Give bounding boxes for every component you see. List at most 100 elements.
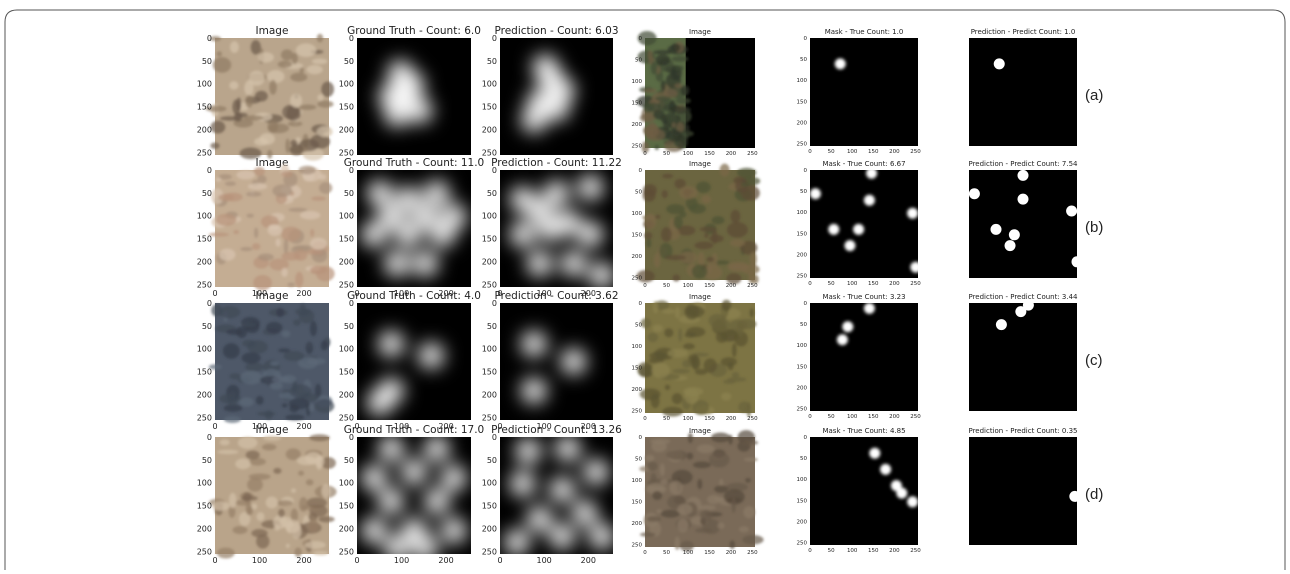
image-spot: [711, 432, 730, 442]
image-spot: [660, 463, 665, 476]
image-spot: [708, 261, 712, 274]
x-tick-label: 200: [889, 548, 900, 554]
image-spot: [236, 170, 255, 179]
x-tick-label: 100: [847, 281, 858, 287]
image-spot: [306, 65, 322, 74]
image-spot: [235, 459, 250, 470]
image-spot: [272, 377, 290, 383]
x-tick-label: 0: [808, 281, 812, 287]
image-spot: [281, 227, 300, 242]
y-tick-label: 200: [797, 519, 808, 525]
x-tick-label: 0: [643, 416, 647, 422]
x-tick-label: 0: [643, 283, 647, 289]
blob: [361, 465, 387, 491]
image-spot: [229, 493, 237, 509]
x-tick-label: 150: [704, 283, 715, 289]
row-label: (b): [1085, 219, 1103, 236]
x-tick-label: 100: [683, 283, 694, 289]
blob: [521, 107, 547, 133]
panel-title: Mask - True Count: 3.23: [822, 293, 905, 301]
image-spot: [313, 551, 328, 556]
y-tick-label: 100: [197, 212, 212, 221]
image-spot: [312, 59, 328, 65]
y-tick-label: 50: [202, 189, 212, 198]
panel-title: Prediction - Count: 11.22: [491, 157, 622, 169]
y-tick-label: 50: [635, 189, 642, 195]
y-tick-label: 200: [797, 120, 808, 126]
y-tick-label: 0: [804, 301, 808, 307]
y-tick-label: 250: [339, 413, 354, 422]
image-spot: [240, 371, 262, 385]
image-spot: [278, 509, 285, 518]
x-tick-label: 50: [663, 151, 670, 157]
y-tick-label: 200: [482, 257, 497, 266]
image-spot: [695, 528, 712, 533]
x-tick-label: 150: [868, 149, 879, 155]
image-spot: [749, 251, 756, 267]
image-spot: [223, 343, 240, 359]
y-tick-label: 100: [632, 478, 643, 484]
image-spot: [317, 94, 323, 101]
y-tick-label: 0: [639, 301, 643, 307]
image-spot: [673, 369, 690, 374]
y-tick-label: 200: [197, 257, 212, 266]
x-tick-label: 200: [889, 149, 900, 155]
y-tick-label: 200: [797, 252, 808, 258]
y-tick-label: 50: [487, 57, 497, 66]
image-spot: [281, 49, 293, 60]
image-spot: [678, 328, 682, 342]
blob: [864, 303, 875, 314]
blob: [835, 58, 846, 69]
y-tick-label: 150: [482, 103, 497, 112]
image-spot: [309, 434, 329, 441]
x-tick-label: 200: [726, 550, 737, 556]
image-spot: [651, 473, 657, 484]
blob: [555, 210, 581, 236]
x-tick-label: 250: [747, 151, 758, 157]
image-spot: [655, 96, 671, 101]
image-spot: [697, 479, 702, 489]
y-tick-label: 150: [797, 231, 808, 237]
blob: [521, 331, 547, 357]
image-spot: [251, 40, 261, 55]
row-label: (a): [1085, 87, 1103, 104]
panel-title: Prediction - Predict Count: 1.0: [971, 28, 1076, 36]
image-spot: [273, 468, 281, 474]
image-spot: [677, 504, 692, 515]
y-tick-label: 250: [482, 547, 497, 556]
blob: [1018, 194, 1029, 205]
page: {"left_group": {"y_ticks": ["0", "50", "…: [0, 0, 1290, 570]
blob: [828, 224, 839, 235]
y-tick-label: 0: [804, 36, 808, 42]
image-spot: [254, 167, 265, 176]
image-spot: [213, 57, 232, 73]
image-spot: [317, 126, 333, 137]
image-spot: [742, 535, 763, 545]
image-spot: [309, 404, 315, 412]
image-spot: [297, 456, 317, 465]
density-map: [1069, 491, 1080, 502]
image-spot: [665, 385, 670, 390]
y-tick-label: 200: [339, 390, 354, 399]
blob: [1023, 300, 1034, 311]
image-spot: [240, 247, 252, 251]
image-spot: [720, 164, 730, 177]
image-spot: [314, 399, 334, 413]
image-spot: [212, 501, 229, 510]
image-spot: [233, 526, 248, 534]
image-spot: [732, 372, 740, 378]
image-spot: [677, 519, 688, 533]
image-spot: [672, 122, 676, 127]
y-tick-label: 0: [207, 34, 212, 43]
y-tick-label: 50: [487, 189, 497, 198]
image-spot: [714, 485, 728, 492]
image-spot: [669, 481, 682, 495]
image-spot: [257, 412, 276, 417]
blob: [864, 195, 875, 206]
y-tick-label: 200: [482, 390, 497, 399]
y-tick-label: 50: [344, 57, 354, 66]
image-spot: [641, 318, 652, 328]
image-spot: [305, 541, 326, 549]
y-tick-label: 100: [339, 80, 354, 89]
